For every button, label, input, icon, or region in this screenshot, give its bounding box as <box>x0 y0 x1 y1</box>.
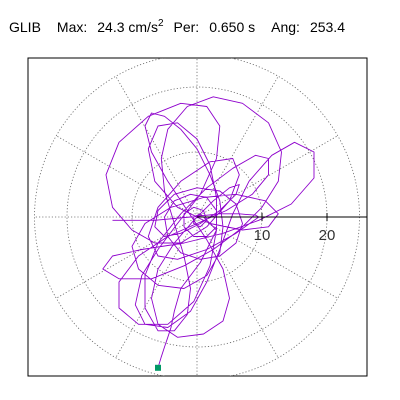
particle-trace <box>102 96 315 368</box>
max-unit: cm/s <box>128 19 158 35</box>
grid-spoke <box>196 135 338 218</box>
max-value: 24.3 <box>97 19 125 35</box>
grid-spoke <box>196 76 279 218</box>
grid-spoke <box>196 216 279 358</box>
period-label: Per: <box>173 19 200 35</box>
axis-tick-label: 20 <box>319 227 336 244</box>
trace-layer <box>102 96 315 371</box>
angle-value: 253.4 <box>309 19 345 35</box>
max-unit-exponent: 2 <box>157 18 164 29</box>
station-code: GLIB <box>9 19 41 35</box>
grid-spoke <box>56 216 198 299</box>
grid-spoke <box>115 76 198 218</box>
max-label: Max: <box>56 19 88 35</box>
chart-header: GLIB Max: 24.3 cm/s2 Per: 0.650 s Ang: 253.4 <box>9 18 345 36</box>
angle-label: Ang: <box>271 19 300 35</box>
period-value: 0.650 s <box>209 19 256 35</box>
axis-tick-label: 10 <box>254 227 271 244</box>
axis-layer: 10 20 <box>197 213 367 244</box>
grid-spoke <box>196 216 338 299</box>
end-marker <box>155 364 161 371</box>
grid-spoke <box>115 216 198 358</box>
grid-spoke <box>56 135 198 218</box>
